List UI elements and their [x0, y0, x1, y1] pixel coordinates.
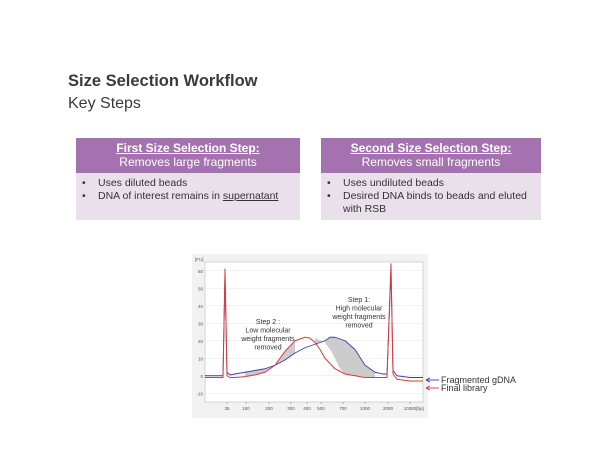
y-tick-label: 30 — [198, 321, 204, 326]
bullet-text: Uses diluted beads — [98, 177, 188, 189]
fragmented-gdna-legend-label: Fragmented gDNA — [441, 375, 516, 385]
slide-subtitle: Key Steps — [68, 95, 141, 112]
x-tick-label: 300 — [287, 406, 295, 411]
annotation-line: weight fragments — [240, 336, 295, 343]
first-step-heading: First Size Selection Step: — [116, 141, 260, 155]
first-step-bullet-2: • DNA of interest remains in supernatant — [82, 190, 294, 203]
x-tick-label: 35 — [224, 406, 230, 411]
final-library-line — [205, 263, 423, 382]
legend-arrow-icon — [425, 377, 431, 383]
second-step-header: Second Size Selection Step: Removes smal… — [321, 138, 541, 173]
y-axis-label: [FU] — [195, 257, 204, 262]
y-tick-label: -10 — [196, 391, 203, 396]
y-tick-label: 0 — [200, 374, 203, 379]
x-tick-label: 200 — [265, 406, 273, 411]
y-tick-label: 10 — [198, 356, 204, 361]
x-tick-label: 2000 — [383, 406, 394, 411]
supernatant-term: supernatant — [222, 190, 279, 202]
first-step-bullet-1: • Uses diluted beads — [82, 177, 294, 190]
x-tick-label: 700 — [339, 406, 347, 411]
first-step-body: • Uses diluted beads • DNA of interest r… — [76, 173, 300, 220]
high-mw-removed-region — [315, 337, 375, 378]
annotation-line: removed — [254, 345, 281, 352]
second-step-heading: Second Size Selection Step: — [350, 141, 512, 155]
low-mw-removed-region — [245, 340, 295, 377]
annotation-line: removed — [345, 323, 372, 330]
bullet-text: DNA of interest remains in supernatant — [98, 190, 278, 203]
first-step-box: First Size Selection Step: Removes large… — [76, 138, 300, 220]
first-step-header: First Size Selection Step: Removes large… — [76, 138, 300, 173]
bullet-icon: • — [82, 190, 86, 202]
bullet-icon: • — [327, 190, 331, 202]
annotation-line: Step 2 : — [256, 319, 280, 326]
x-axis-label: [bp] — [416, 406, 424, 411]
second-step-bullet-2: • Desired DNA binds to beads and eluted … — [327, 190, 535, 216]
bullet-icon: • — [82, 177, 86, 189]
bullet-text-prefix: DNA of interest remains in — [98, 190, 223, 202]
x-tick-label: 100 — [242, 406, 250, 411]
second-step-body: • Uses undiluted beads • Desired DNA bin… — [321, 173, 541, 220]
bullet-icon: • — [327, 177, 331, 189]
bullet-text: Desired DNA binds to beads and eluted wi… — [343, 190, 527, 215]
electropherogram-chart: 60 50 40 30 20 10 0 -10 [FU] 35 100 200 300 400 500 70… — [192, 254, 525, 418]
second-step-bullet-1: • Uses undiluted beads — [327, 177, 535, 190]
plot-area — [204, 261, 424, 403]
annotation-line: High molecular — [336, 306, 383, 313]
y-tick-label: 50 — [198, 286, 204, 291]
x-tick-label: 1000 — [360, 406, 371, 411]
legend-arrow-icon — [425, 385, 431, 391]
y-tick-label: 40 — [198, 304, 204, 309]
annotation-line: weight fragments — [331, 314, 386, 321]
annotation-line: Step 1: — [348, 297, 370, 304]
final-library-legend-label: Final library — [441, 383, 488, 393]
y-tick-label: 20 — [198, 339, 204, 344]
second-step-box: Second Size Selection Step: Removes smal… — [321, 138, 541, 220]
bullet-text: Uses undiluted beads — [343, 177, 444, 189]
step-1-annotation: Step 1: High molecular weight fragments rem… — [331, 297, 386, 330]
y-tick-label: 60 — [198, 269, 204, 274]
first-step-subheading: Removes large fragments — [119, 155, 257, 169]
step-2-annotation: Step 2 : Low molecular weight fragments rem… — [240, 319, 295, 352]
x-tick-label: 400 — [303, 406, 311, 411]
x-tick-label: 500 — [317, 406, 325, 411]
x-tick-label: 10380 — [404, 406, 417, 411]
annotation-line: Low molecular — [245, 328, 291, 335]
second-step-subheading: Removes small fragments — [361, 155, 501, 169]
slide-title: Size Selection Workflow — [68, 72, 258, 90]
